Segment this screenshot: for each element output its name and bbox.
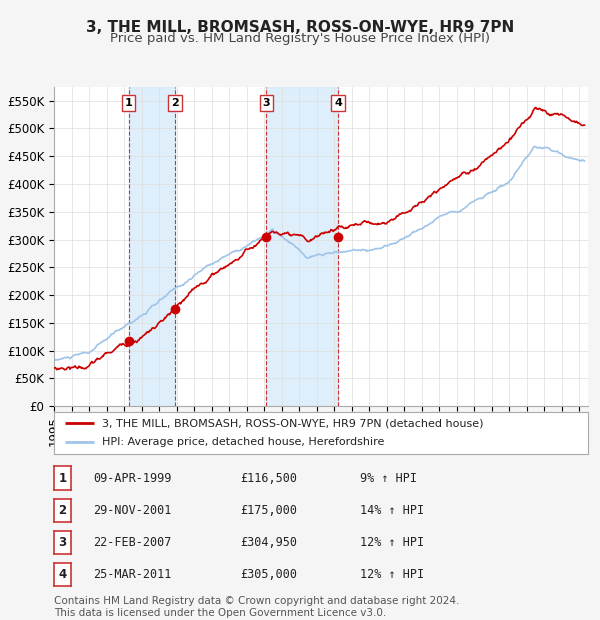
- Text: 2: 2: [171, 98, 179, 108]
- Text: £175,000: £175,000: [240, 504, 297, 516]
- Text: 3, THE MILL, BROMSASH, ROSS-ON-WYE, HR9 7PN (detached house): 3, THE MILL, BROMSASH, ROSS-ON-WYE, HR9 …: [102, 418, 484, 428]
- Text: 12% ↑ HPI: 12% ↑ HPI: [360, 569, 424, 581]
- Text: 2: 2: [58, 504, 67, 516]
- Text: 3: 3: [58, 536, 67, 549]
- Text: 4: 4: [334, 98, 342, 108]
- Text: 3, THE MILL, BROMSASH, ROSS-ON-WYE, HR9 7PN: 3, THE MILL, BROMSASH, ROSS-ON-WYE, HR9 …: [86, 20, 514, 35]
- Text: 1: 1: [125, 98, 133, 108]
- Text: 1: 1: [58, 472, 67, 484]
- Bar: [266, 87, 338, 406]
- Text: Price paid vs. HM Land Registry's House Price Index (HPI): Price paid vs. HM Land Registry's House …: [110, 32, 490, 45]
- Text: £116,500: £116,500: [240, 472, 297, 484]
- Text: 25-MAR-2011: 25-MAR-2011: [93, 569, 172, 581]
- Text: 3: 3: [263, 98, 270, 108]
- Text: 14% ↑ HPI: 14% ↑ HPI: [360, 504, 424, 516]
- Text: 09-APR-1999: 09-APR-1999: [93, 472, 172, 484]
- Text: £304,950: £304,950: [240, 536, 297, 549]
- Text: 22-FEB-2007: 22-FEB-2007: [93, 536, 172, 549]
- Text: £305,000: £305,000: [240, 569, 297, 581]
- Text: 29-NOV-2001: 29-NOV-2001: [93, 504, 172, 516]
- Text: HPI: Average price, detached house, Herefordshire: HPI: Average price, detached house, Here…: [102, 438, 385, 448]
- Text: 4: 4: [58, 569, 67, 581]
- Text: 9% ↑ HPI: 9% ↑ HPI: [360, 472, 417, 484]
- Text: 12% ↑ HPI: 12% ↑ HPI: [360, 536, 424, 549]
- Bar: [129, 87, 175, 406]
- Text: Contains HM Land Registry data © Crown copyright and database right 2024.
This d: Contains HM Land Registry data © Crown c…: [54, 596, 460, 618]
